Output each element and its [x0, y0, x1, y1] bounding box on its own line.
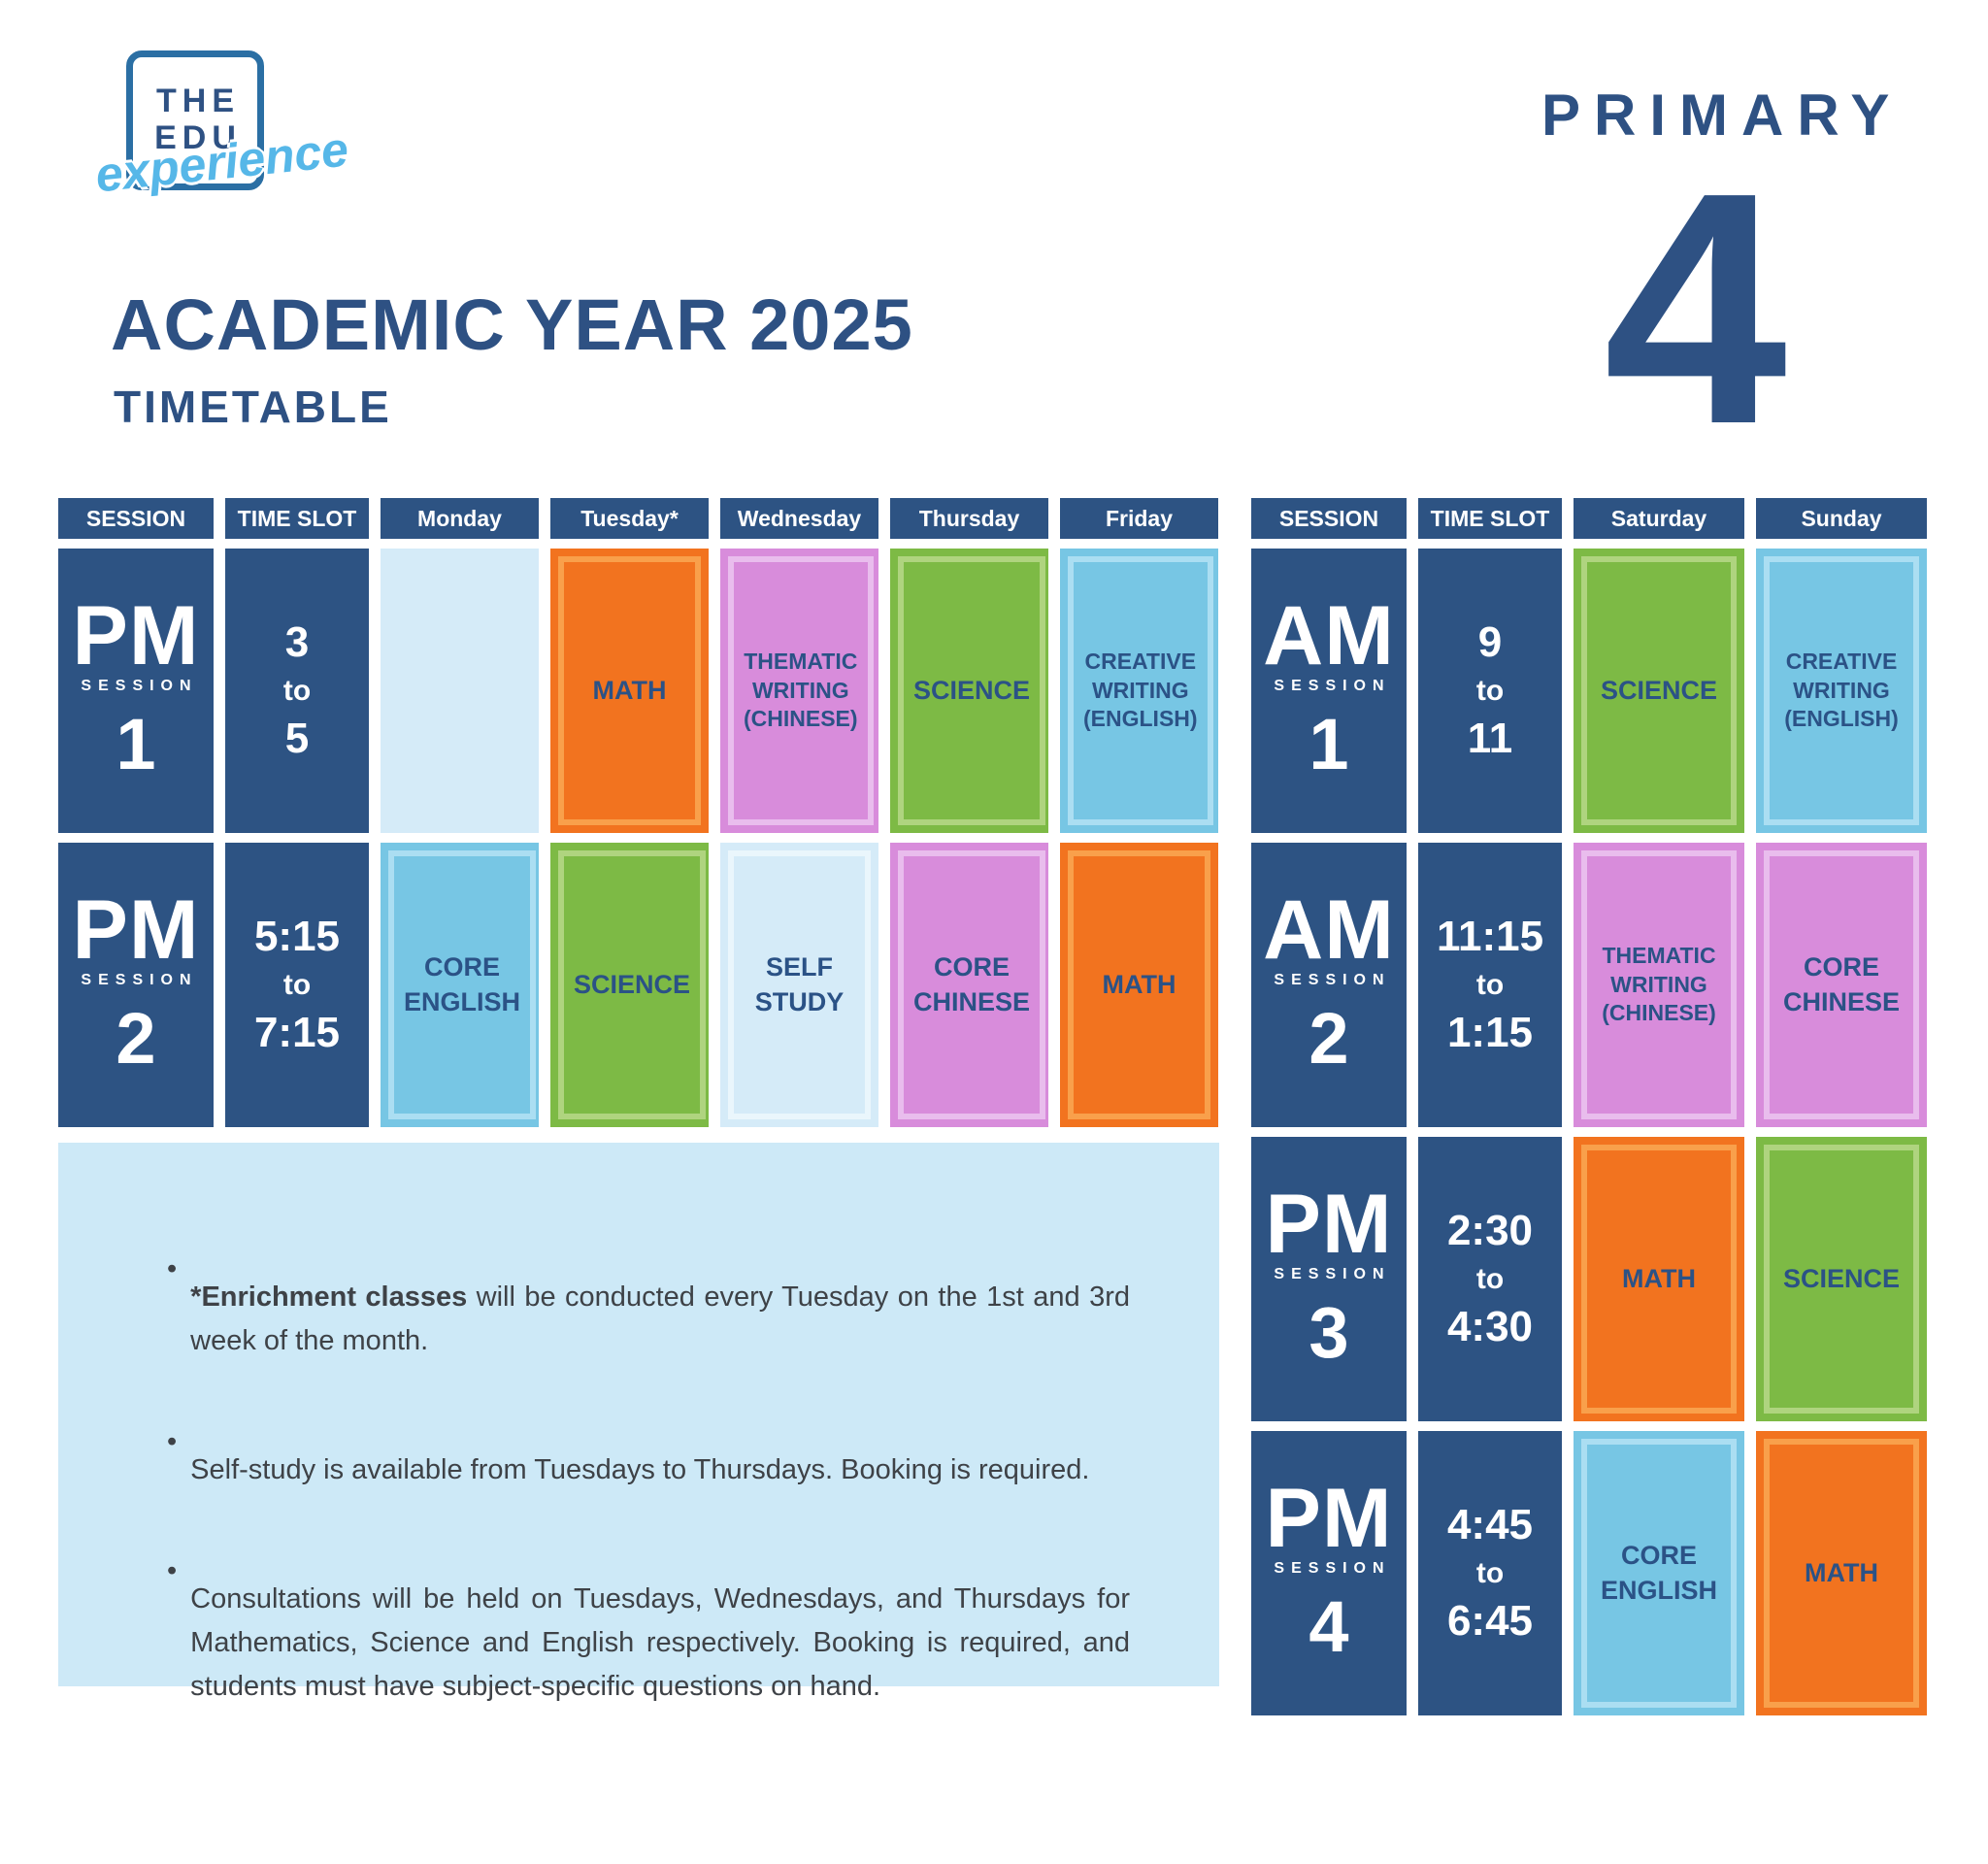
time-to: to — [282, 968, 312, 1001]
session-number: 1 — [1309, 704, 1349, 785]
time-to: to — [1475, 1262, 1505, 1295]
timeslot-cell-pm4: 4:45 to 6:45 — [1418, 1431, 1562, 1715]
notes-panel: • *Enrichment classes will be conducted … — [58, 1143, 1219, 1702]
session-period: PM — [1265, 1177, 1393, 1271]
session-period: PM — [1265, 1471, 1393, 1565]
subject-cell-monday-pm2-core-english: CORE ENGLISH — [381, 843, 539, 1127]
subject-cell-saturday-pm3-math: MATH — [1574, 1137, 1744, 1421]
subject-cell-monday-pm1-empty — [381, 549, 539, 833]
notes-list: • *Enrichment classes will be conducted … — [167, 1248, 1130, 1737]
time-to: to — [1475, 968, 1505, 1001]
timeslot-cell-am2: 11:15 to 1:15 — [1418, 843, 1562, 1127]
session-cell-pm3: PM SESSION 3 — [1251, 1137, 1407, 1421]
session-number: 2 — [1309, 998, 1349, 1080]
time-start: 9 — [1477, 618, 1503, 667]
subject-cell-sunday-am2-core-chinese: CORE CHINESE — [1756, 843, 1927, 1127]
column-header-tuesday: Tuesday* — [550, 498, 709, 539]
session-cell-pm4: PM SESSION 4 — [1251, 1431, 1407, 1715]
bullet-dot: • — [167, 1425, 178, 1457]
time-start: 11:15 — [1436, 913, 1544, 961]
column-header-friday: Friday — [1060, 498, 1218, 539]
level-label: PRIMARY — [1541, 83, 1904, 148]
time-end: 11 — [1467, 714, 1513, 762]
subject-cell-saturday-pm4-core-english: CORE ENGLISH — [1574, 1431, 1744, 1715]
session-period: PM — [72, 882, 200, 977]
session-cell-am1: AM SESSION 1 — [1251, 549, 1407, 833]
session-number: 3 — [1309, 1292, 1349, 1374]
time-end: 5 — [284, 714, 310, 762]
session-label: SESSION — [1274, 678, 1391, 695]
logo-line-the: THE — [156, 83, 240, 120]
column-header-wednesday: Wednesday — [720, 498, 878, 539]
subject-cell-sunday-am1-creative-writing: CREATIVE WRITING (ENGLISH) — [1756, 549, 1927, 833]
time-end: 1:15 — [1446, 1008, 1534, 1056]
time-end: 6:45 — [1446, 1596, 1534, 1645]
timeslot-cell-pm1: 3 to 5 — [225, 549, 369, 833]
session-cell-pm2: PM SESSION 2 — [58, 843, 214, 1127]
session-number: 2 — [116, 998, 156, 1080]
bullet-dot: • — [167, 1253, 178, 1284]
session-label: SESSION — [81, 678, 198, 695]
time-end: 4:30 — [1446, 1302, 1534, 1350]
note-text: Consultations will be held on Tuesdays, … — [190, 1582, 1130, 1702]
note-text: *Enrichment classes will be conducted ev… — [190, 1282, 1130, 1356]
session-period: AM — [1263, 882, 1395, 977]
column-header-thursday: Thursday — [890, 498, 1048, 539]
session-period: AM — [1263, 588, 1395, 682]
time-to: to — [282, 674, 312, 707]
column-header-session: SESSION — [1251, 498, 1407, 539]
time-to: to — [1475, 674, 1505, 707]
note-item-self-study: • Self-study is available from Tuesdays … — [167, 1420, 1130, 1520]
column-header-monday: Monday — [381, 498, 539, 539]
note-item-consultations: • Consultations will be held on Tuesdays… — [167, 1549, 1130, 1737]
time-end: 7:15 — [253, 1008, 341, 1056]
timetable-weekend: SESSION TIME SLOT Saturday Sunday AM SES… — [1251, 498, 1927, 1715]
column-header-sunday: Sunday — [1756, 498, 1927, 539]
session-label: SESSION — [1274, 972, 1391, 989]
column-header-timeslot: TIME SLOT — [1418, 498, 1562, 539]
subject-cell-saturday-am1-science: SCIENCE — [1574, 549, 1744, 833]
subject-cell-friday-pm1-creative-writing: CREATIVE WRITING (ENGLISH) — [1060, 549, 1218, 833]
subject-cell-tuesday-pm1-math: MATH — [550, 549, 709, 833]
session-cell-pm1: PM SESSION 1 — [58, 549, 214, 833]
subject-cell-wednesday-pm1-thematic-writing: THEMATIC WRITING (CHINESE) — [720, 549, 878, 833]
subject-cell-thursday-pm2-core-chinese: CORE CHINESE — [890, 843, 1048, 1127]
session-number: 1 — [116, 704, 156, 785]
subject-cell-thursday-pm1-science: SCIENCE — [890, 549, 1048, 833]
bullet-dot: • — [167, 1554, 178, 1586]
session-number: 4 — [1309, 1586, 1349, 1668]
time-start: 3 — [284, 618, 310, 667]
timeslot-cell-pm2: 5:15 to 7:15 — [225, 843, 369, 1127]
subject-cell-tuesday-pm2-science: SCIENCE — [550, 843, 709, 1127]
session-label: SESSION — [1274, 1266, 1391, 1283]
session-label: SESSION — [81, 972, 198, 989]
subject-cell-saturday-am2-thematic-writing: THEMATIC WRITING (CHINESE) — [1574, 843, 1744, 1127]
page-title: ACADEMIC YEAR 2025 — [111, 284, 913, 365]
session-period: PM — [72, 588, 200, 682]
column-header-timeslot: TIME SLOT — [225, 498, 369, 539]
time-start: 2:30 — [1446, 1207, 1534, 1255]
time-start: 4:45 — [1446, 1501, 1534, 1549]
time-to: to — [1475, 1556, 1505, 1589]
note-item-enrichment: • *Enrichment classes will be conducted … — [167, 1248, 1130, 1391]
timetable-tables: SESSION TIME SLOT Monday Tuesday* Wednes… — [58, 498, 1927, 1715]
column-header-saturday: Saturday — [1574, 498, 1744, 539]
timeslot-cell-am1: 9 to 11 — [1418, 549, 1562, 833]
timeslot-cell-pm3: 2:30 to 4:30 — [1418, 1137, 1562, 1421]
session-label: SESSION — [1274, 1560, 1391, 1578]
time-start: 5:15 — [253, 913, 341, 961]
level-number: 4 — [1604, 124, 1788, 493]
column-header-session: SESSION — [58, 498, 214, 539]
note-text: Self-study is available from Tuesdays to… — [190, 1453, 1090, 1485]
subject-cell-sunday-pm3-science: SCIENCE — [1756, 1137, 1927, 1421]
subject-cell-sunday-pm4-math: MATH — [1756, 1431, 1927, 1715]
session-cell-am2: AM SESSION 2 — [1251, 843, 1407, 1127]
edu-experience-logo: THE EDU — [126, 50, 264, 190]
timetable-weekdays: SESSION TIME SLOT Monday Tuesday* Wednes… — [58, 498, 1218, 1715]
logo-line-edu: EDU — [154, 119, 242, 156]
subject-cell-wednesday-pm2-self-study: SELF STUDY — [720, 843, 878, 1127]
subject-cell-friday-pm2-math: MATH — [1060, 843, 1218, 1127]
page-subtitle: TIMETABLE — [114, 382, 392, 432]
